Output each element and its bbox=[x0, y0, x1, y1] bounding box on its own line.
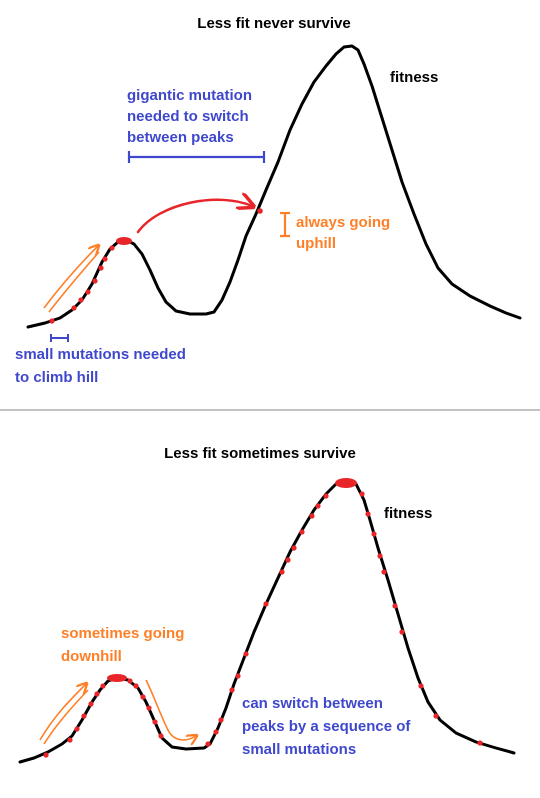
bottom-uphill-arrow bbox=[39, 684, 86, 741]
bottom-dot bbox=[315, 503, 321, 509]
bottom-dot bbox=[67, 737, 73, 743]
bottom-dot bbox=[235, 673, 241, 679]
bottom-dot bbox=[418, 683, 424, 689]
top-dot bbox=[109, 245, 115, 251]
bottom-dot bbox=[377, 553, 383, 559]
uphill-bar bbox=[280, 211, 290, 238]
downhill-label-1: sometimes going bbox=[61, 625, 184, 642]
top-dot bbox=[78, 297, 84, 303]
top-uphill-arrow bbox=[48, 251, 100, 313]
bottom-dot bbox=[323, 493, 329, 499]
bottom-dot bbox=[309, 513, 315, 519]
bottom-dot bbox=[146, 705, 152, 711]
bottom-dot bbox=[213, 729, 219, 735]
bottom-dot bbox=[94, 691, 100, 697]
bottom-dot bbox=[100, 683, 106, 689]
bottom-dot bbox=[243, 651, 249, 657]
uphill-label-1: always going bbox=[296, 214, 390, 231]
bottom-dot bbox=[359, 491, 365, 497]
bottom-dot bbox=[392, 603, 398, 609]
uphill-label-2: uphill bbox=[296, 235, 336, 252]
switch-label-3: small mutations bbox=[242, 741, 356, 758]
gigantic-label-3: between peaks bbox=[127, 129, 234, 146]
bottom-dot bbox=[229, 687, 235, 693]
bottom-dot bbox=[381, 569, 387, 575]
top-dot bbox=[71, 305, 77, 311]
top-fitness-curve bbox=[26, 44, 522, 329]
top-dot bbox=[49, 318, 55, 324]
bottom-dot bbox=[285, 557, 291, 563]
bottom-dot bbox=[371, 531, 377, 537]
gigantic-mutation-bar bbox=[127, 151, 266, 163]
bottom-dot bbox=[477, 740, 483, 746]
bottom-dot bbox=[127, 678, 133, 684]
top-dot bbox=[85, 289, 91, 295]
top-panel: Less fit never survive gigantic mutation… bbox=[15, 15, 522, 386]
bottom-dot bbox=[205, 741, 211, 747]
bottom-right-peak-cluster bbox=[335, 478, 357, 488]
bottom-dot bbox=[218, 717, 224, 723]
bottom-left-peak-cluster bbox=[107, 674, 127, 682]
top-dot bbox=[92, 278, 98, 284]
bottom-fitness-label: fitness bbox=[384, 505, 432, 522]
bottom-dot bbox=[433, 713, 439, 719]
bottom-dot bbox=[158, 733, 164, 739]
bottom-dot bbox=[399, 629, 405, 635]
top-uphill-arrow bbox=[43, 246, 98, 309]
bottom-uphill-arrow bbox=[43, 689, 89, 745]
top-title: Less fit never survive bbox=[197, 15, 350, 32]
bottom-dot bbox=[133, 683, 139, 689]
small-label-1: small mutations needed bbox=[15, 346, 186, 363]
bottom-dot bbox=[140, 694, 146, 700]
bottom-dot bbox=[291, 545, 297, 551]
top-dot bbox=[257, 208, 263, 214]
bottom-dot bbox=[152, 719, 158, 725]
top-jump-arrow bbox=[136, 200, 252, 234]
gigantic-label-1: gigantic mutation bbox=[127, 87, 252, 104]
switch-label-2: peaks by a sequence of bbox=[242, 718, 411, 735]
bottom-downhill-arrow bbox=[145, 679, 196, 740]
bottom-dot bbox=[299, 529, 305, 535]
bottom-dot bbox=[74, 726, 80, 732]
switch-label-1: can switch between bbox=[242, 695, 383, 712]
bottom-dot bbox=[365, 511, 371, 517]
downhill-label-2: downhill bbox=[61, 648, 122, 665]
bottom-dot bbox=[279, 569, 285, 575]
top-peak-cluster bbox=[116, 237, 132, 245]
bottom-title: Less fit sometimes survive bbox=[164, 445, 356, 462]
top-fitness-label: fitness bbox=[390, 69, 438, 86]
top-dot bbox=[98, 265, 104, 271]
gigantic-label-2: needed to switch bbox=[127, 108, 249, 125]
bottom-panel: Less fit sometimes survive bbox=[18, 445, 516, 764]
bottom-dot bbox=[43, 752, 49, 758]
bottom-dot bbox=[263, 601, 269, 607]
bottom-dot bbox=[88, 701, 94, 707]
small-label-2: to climb hill bbox=[15, 369, 98, 386]
top-dot bbox=[102, 256, 108, 262]
small-mutation-bar bbox=[50, 334, 69, 342]
bottom-dot bbox=[81, 713, 87, 719]
